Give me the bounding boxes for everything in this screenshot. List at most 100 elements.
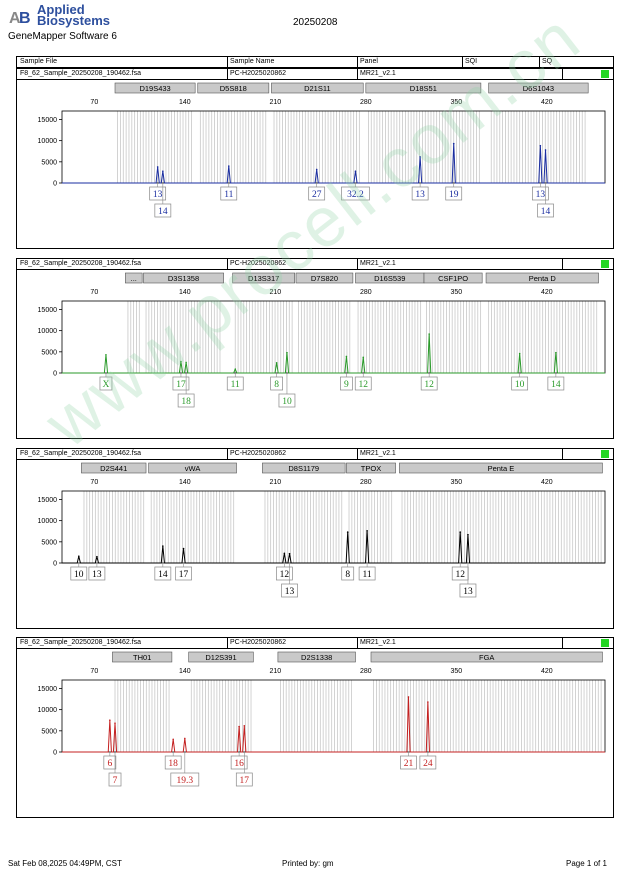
allele-box xyxy=(281,583,298,598)
allele-label: 13 xyxy=(153,190,163,200)
peak-point xyxy=(227,165,230,167)
marker-box xyxy=(346,462,396,474)
marker-label: D12S391 xyxy=(205,653,236,662)
sample-info-row: F8_62_Sample_20250208_190462.fsa PC-H202… xyxy=(17,638,613,649)
x-tick-label: 140 xyxy=(179,668,191,675)
brand-name: Applied Biosystems xyxy=(37,2,110,27)
y-tick-label: 0 xyxy=(53,181,57,188)
allele-label: 11 xyxy=(231,380,240,390)
peak-point xyxy=(467,533,469,536)
x-tick-label: 420 xyxy=(541,289,553,296)
marker-box xyxy=(114,82,196,94)
allele-box xyxy=(108,772,122,787)
x-tick-label: 350 xyxy=(450,479,462,486)
allele-box xyxy=(419,755,437,770)
electropherogram-panel-red: F8_62_Sample_20250208_190462.fsa PC-H202… xyxy=(16,637,614,818)
peak-point xyxy=(162,545,164,547)
x-tick-label: 280 xyxy=(360,668,372,675)
allele-label: 12 xyxy=(358,380,368,390)
allele-box xyxy=(459,583,477,598)
sample-file: F8_62_Sample_20250208_190462.fsa xyxy=(20,70,142,77)
y-tick-label: 10000 xyxy=(38,518,58,525)
allele-label: 8 xyxy=(345,570,350,580)
marker-label: D16S539 xyxy=(374,274,405,283)
peak-point xyxy=(156,166,159,168)
marker-box xyxy=(81,462,147,474)
x-tick-label: 350 xyxy=(450,289,462,296)
x-tick-label: 350 xyxy=(450,668,462,675)
x-tick-label: 210 xyxy=(269,668,281,675)
x-tick-label: 280 xyxy=(360,99,372,106)
brand-line-1: Applied xyxy=(37,2,85,17)
x-tick-label: 210 xyxy=(269,99,281,106)
column-sample-name: Sample Name xyxy=(230,58,275,65)
allele-label: 14 xyxy=(158,207,168,217)
allele-label: 14 xyxy=(551,380,561,390)
sample-file: F8_62_Sample_20250208_190462.fsa xyxy=(20,639,142,646)
marker-box xyxy=(188,651,254,663)
x-tick-label: 70 xyxy=(90,479,98,486)
peak-point xyxy=(428,333,430,335)
allele-box xyxy=(420,376,438,391)
x-tick-label: 140 xyxy=(179,479,191,486)
sq-status-icon xyxy=(601,639,609,647)
marker-box xyxy=(423,272,483,284)
electropherogram-plot: TH01 D12S391 D2S1338 FGA 70 140 210 280 350 420 0 5… xyxy=(38,651,606,787)
allele-label: 13 xyxy=(92,570,102,580)
trace-line xyxy=(62,530,605,564)
x-tick-label: 280 xyxy=(360,289,372,296)
allele-label: 7 xyxy=(113,776,118,786)
marker-label: Penta E xyxy=(488,464,515,473)
sample-name: PC-H2025020862 xyxy=(230,260,287,267)
peak-point xyxy=(185,361,187,364)
peak-point xyxy=(180,360,182,363)
peak-point xyxy=(114,722,116,724)
allele-box xyxy=(276,566,293,581)
marker-box xyxy=(112,651,173,663)
sample-file: F8_62_Sample_20250208_190462.fsa xyxy=(20,450,142,457)
marker-label: Penta D xyxy=(529,274,557,283)
allele-box xyxy=(149,186,167,201)
marker-box xyxy=(197,82,270,94)
peak-point xyxy=(452,142,455,145)
x-tick-label: 210 xyxy=(269,479,281,486)
applied-biosystems-logo-icon: A B xyxy=(8,7,34,27)
marker-box xyxy=(148,462,237,474)
y-tick-label: 10000 xyxy=(38,138,58,145)
allele-label: 6 xyxy=(107,759,112,769)
allele-box xyxy=(154,203,172,218)
peak-point xyxy=(544,149,547,151)
allele-label: 17 xyxy=(240,776,250,786)
marker-label: TPOX xyxy=(361,464,381,473)
electropherogram-panel-green: F8_62_Sample_20250208_190462.fsa PC-H202… xyxy=(16,258,614,439)
sample-name: PC-H2025020862 xyxy=(230,450,287,457)
marker-label: D2S1338 xyxy=(301,653,332,662)
column-sample-file: Sample File xyxy=(20,58,57,65)
trace-line xyxy=(62,696,605,753)
y-tick-label: 0 xyxy=(53,750,57,757)
peak-point xyxy=(366,530,368,532)
marker-box xyxy=(125,272,143,284)
marker-label: D21S11 xyxy=(304,84,331,93)
panel-name: MR21_v2.1 xyxy=(360,70,396,77)
allele-label: 19 xyxy=(449,190,459,200)
column-sqi: SQI xyxy=(465,58,478,65)
x-tick-label: 210 xyxy=(269,289,281,296)
allele-box xyxy=(226,376,244,391)
allele-box xyxy=(532,186,549,201)
allele-box xyxy=(511,376,529,391)
marker-label: TH01 xyxy=(133,653,151,662)
allele-label: 11 xyxy=(363,570,372,580)
allele-label: 11 xyxy=(224,190,233,200)
allele-label: 10 xyxy=(282,397,292,407)
sample-info-row: F8_62_Sample_20250208_190462.fsa PC-H202… xyxy=(17,449,613,460)
x-tick-label: 420 xyxy=(541,479,553,486)
allele-box xyxy=(177,393,195,408)
allele-label: 14 xyxy=(541,207,551,217)
software-name: GeneMapper Software 6 xyxy=(8,31,117,42)
allele-box xyxy=(341,186,370,201)
marker-label: D3S1358 xyxy=(168,274,199,283)
marker-label: ... xyxy=(131,274,137,283)
peak-point xyxy=(172,738,174,741)
y-tick-label: 15000 xyxy=(38,686,58,693)
